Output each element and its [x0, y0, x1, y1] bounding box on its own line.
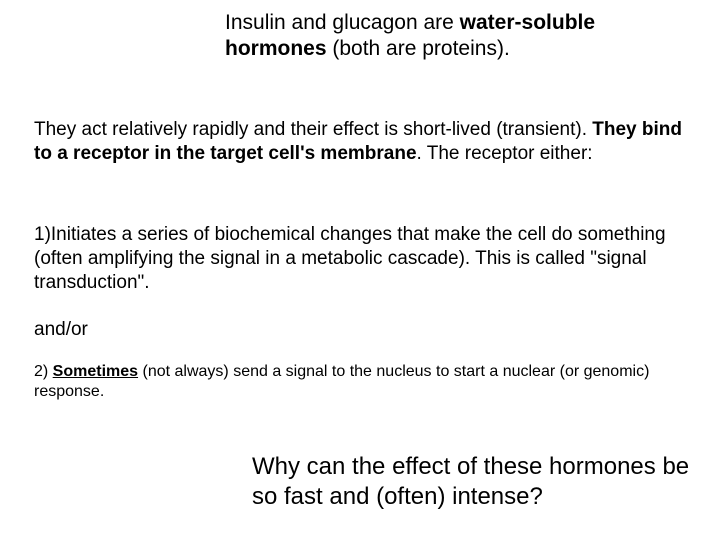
para1-lead: They act relatively rapidly and their ef… — [34, 119, 592, 140]
title-tail: (both are proteins). — [327, 37, 510, 60]
para1-tail: . The receptor either: — [417, 143, 593, 164]
paragraph-1: They act relatively rapidly and their ef… — [34, 118, 694, 166]
slide: Insulin and glucagon are water-soluble h… — [0, 0, 720, 540]
paragraph-3: 2) Sometimes (not always) send a signal … — [34, 362, 694, 402]
closing-question: Why can the effect of these hormones be … — [252, 452, 692, 512]
para3-lead: 2) — [34, 363, 53, 380]
title-paragraph: Insulin and glucagon are water-soluble h… — [225, 10, 685, 63]
paragraph-2: 1)Initiates a series of biochemical chan… — [34, 223, 689, 294]
and-or-text: and/or — [34, 318, 334, 342]
title-lead: Insulin and glucagon are — [225, 11, 460, 34]
para3-bold-underline: Sometimes — [53, 363, 138, 380]
